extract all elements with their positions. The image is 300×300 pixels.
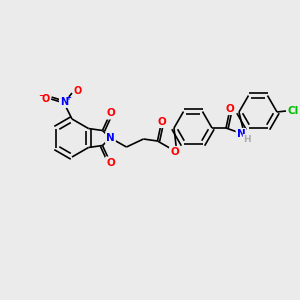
Text: O: O (106, 158, 115, 167)
Text: −: − (38, 92, 44, 100)
Text: O: O (74, 86, 82, 96)
Text: H: H (243, 134, 251, 143)
Text: O: O (170, 147, 179, 157)
Text: N: N (60, 97, 68, 107)
Text: O: O (226, 104, 234, 114)
Text: N: N (106, 133, 115, 143)
Text: N: N (237, 129, 245, 139)
Text: O: O (157, 117, 166, 127)
Text: Cl: Cl (287, 106, 298, 116)
Text: O: O (42, 94, 50, 104)
Text: +: + (65, 95, 71, 101)
Text: O: O (106, 109, 115, 118)
